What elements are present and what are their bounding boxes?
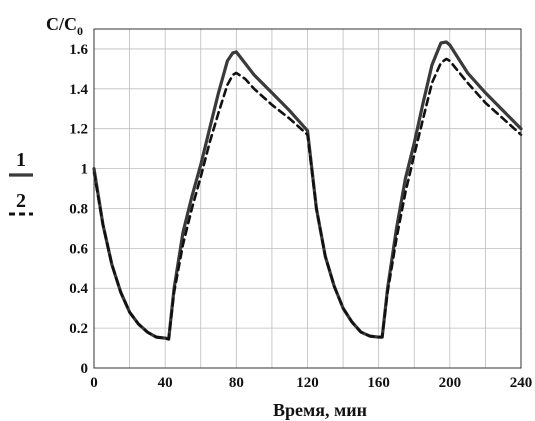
legend-label-1: 1 <box>16 149 26 171</box>
y-tick-labels: 0 0.2 0.4 0.6 0.8 1 1.2 1.4 1.6 <box>69 42 88 377</box>
y-axis-title-subscript: 0 <box>77 24 83 38</box>
x-tick-labels: 0 40 80 120 160 200 240 <box>90 375 532 391</box>
x-tick-label: 40 <box>158 375 173 391</box>
y-tick-label: 0.6 <box>69 241 88 257</box>
plot-frame <box>93 28 522 369</box>
series-line-2 <box>92 57 523 341</box>
x-tick-label: 0 <box>90 375 98 391</box>
x-tick-label: 200 <box>439 375 462 391</box>
x-axis-title: Время, мин <box>273 400 367 420</box>
y-axis-title-main: C/C <box>46 14 77 34</box>
y-tick-label: 0.4 <box>69 281 88 297</box>
y-tick-label: 1.4 <box>69 82 88 98</box>
y-tick-label: 0 <box>81 361 89 377</box>
x-tick-label: 160 <box>367 375 390 391</box>
y-axis-title: C/C0 <box>46 14 83 38</box>
series-layer <box>92 40 523 341</box>
y-tick-label: 0.8 <box>69 201 88 217</box>
y-tick-label: 1.6 <box>69 42 88 58</box>
legend-label-2: 2 <box>16 190 26 212</box>
y-tick-label: 1 <box>81 162 89 178</box>
y-tick-label: 1.2 <box>69 122 88 138</box>
x-tick-label: 120 <box>296 375 319 391</box>
y-tick-label: 0.2 <box>69 321 88 337</box>
x-tick-label: 80 <box>229 375 244 391</box>
x-tick-label: 240 <box>510 375 533 391</box>
legend: 1 2 <box>9 149 33 216</box>
grid-lines <box>93 29 522 369</box>
